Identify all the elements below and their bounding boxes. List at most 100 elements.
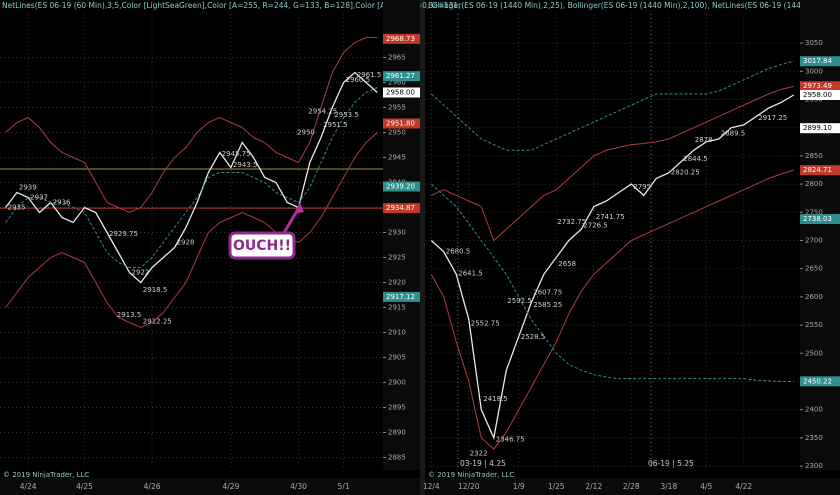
x-tick-label: 4/24 xyxy=(20,482,37,491)
time-axis xyxy=(0,478,420,495)
price-tag xyxy=(800,56,840,67)
price-tag xyxy=(800,214,840,225)
y-tick-label: 2550 xyxy=(805,321,823,329)
level-label: 2585.25 xyxy=(533,301,562,309)
y-tick-label: 2910 xyxy=(388,329,406,337)
price-tag-label: 2951.80 xyxy=(386,120,415,128)
band-line xyxy=(430,169,794,450)
y-tick-label: 2600 xyxy=(805,293,823,301)
price-tag xyxy=(800,89,840,100)
price-tag-label: 2973.49 xyxy=(803,82,832,90)
level-label: 2960.5 xyxy=(346,76,371,84)
price-tag xyxy=(383,203,420,214)
level-label: 2945.75 xyxy=(222,150,251,158)
x-tick-label: 12/20 xyxy=(458,482,480,491)
level-label: 2912.25 xyxy=(143,317,172,325)
level-label: 2741.75 xyxy=(596,213,625,221)
y-tick-label: 2950 xyxy=(388,129,406,137)
y-tick-label: 2925 xyxy=(388,254,406,262)
price-tag-label: 2934.87 xyxy=(386,204,415,212)
price-tag-label: 2899.10 xyxy=(803,124,832,132)
price-tag-label: 2958.00 xyxy=(803,91,832,99)
y-tick-label: 2900 xyxy=(388,379,406,387)
panel-header: NetLines(ES 06-19 (60 Min),3,5,Color [Li… xyxy=(2,1,461,10)
x-tick-label: 4/30 xyxy=(290,482,307,491)
y-tick-label: 2700 xyxy=(805,236,823,244)
x-tick-label: 4/5 xyxy=(700,482,712,491)
level-label: 2954.25 xyxy=(308,107,337,115)
level-label: 2346.75 xyxy=(496,436,525,444)
x-tick-label: 2/28 xyxy=(623,482,640,491)
level-label: 2322 xyxy=(470,450,488,458)
level-label: 2939 xyxy=(19,184,37,192)
price-tag-label: 2917.12 xyxy=(386,293,415,301)
x-tick-label: 2/12 xyxy=(585,482,602,491)
level-label: 2528.5 xyxy=(521,333,546,341)
level-label: 2795 xyxy=(633,183,651,191)
level-label: 2935 xyxy=(8,204,26,212)
panel-separator xyxy=(420,0,425,495)
level-label: 2732.75 xyxy=(557,218,586,226)
y-tick-label: 2960 xyxy=(388,79,406,87)
level-label: 2929.75 xyxy=(109,230,138,238)
level-label: 2918.5 xyxy=(143,286,168,294)
copyright: © 2019 NinjaTrader, LLC xyxy=(428,471,514,479)
x-tick-label: 4/22 xyxy=(735,482,752,491)
level-label: 2922 xyxy=(132,269,150,277)
price-tag xyxy=(383,87,420,98)
level-label: 2844.5 xyxy=(683,155,708,163)
level-label: 2951.5 xyxy=(323,121,348,129)
x-tick-label: 4/29 xyxy=(223,482,240,491)
y-tick-label: 2890 xyxy=(388,429,406,437)
level-label: 2953.5 xyxy=(334,111,359,119)
band-line xyxy=(5,87,378,268)
band-line xyxy=(5,37,378,214)
price-tag xyxy=(383,33,420,44)
y-tick-label: 2850 xyxy=(805,152,823,160)
y-tick-label: 2920 xyxy=(388,279,406,287)
level-label: 2936 xyxy=(53,199,71,207)
y-tick-label: 2350 xyxy=(805,434,823,442)
price-tag xyxy=(800,123,840,134)
y-tick-label: 2400 xyxy=(805,406,823,414)
x-tick-label: 12/4 xyxy=(423,482,440,491)
band-line xyxy=(5,132,378,329)
price-tag xyxy=(383,181,420,192)
y-tick-label: 2905 xyxy=(388,354,406,362)
x-tick-label: 4/25 xyxy=(76,482,93,491)
price-tag-label: 2968.73 xyxy=(386,35,415,43)
panel-header: Bollinger(ES 06-19 (1440 Min),2,25), Bol… xyxy=(428,1,840,10)
level-label: 2607.75 xyxy=(533,289,562,297)
y-tick-label: 2500 xyxy=(805,349,823,357)
price-tag-label: 2958.00 xyxy=(386,89,415,97)
level-label: 2928 xyxy=(177,239,195,247)
price-tag-label: 2961.27 xyxy=(386,72,415,80)
y-tick-label: 2915 xyxy=(388,304,406,312)
price-tag xyxy=(383,291,420,302)
price-tag-label: 3017.84 xyxy=(803,57,832,65)
y-tick-label: 2930 xyxy=(388,229,406,237)
x-tick-label: 5/1 xyxy=(338,482,350,491)
y-tick-label: 2300 xyxy=(805,462,823,470)
time-axis xyxy=(425,478,840,495)
y-tick-label: 2750 xyxy=(805,208,823,216)
price-tag-label: 2824.71 xyxy=(803,166,832,174)
price-line xyxy=(5,71,378,284)
x-tick-label: 1/9 xyxy=(513,482,525,491)
contract-label: 06-19 | 5.25 xyxy=(648,459,694,468)
y-tick-label: 2945 xyxy=(388,154,406,162)
x-tick-label: 3/18 xyxy=(660,482,677,491)
level-label: 2820.25 xyxy=(671,169,700,177)
x-tick-label: 1/25 xyxy=(548,482,565,491)
price-tag-label: 2450.22 xyxy=(803,377,832,385)
price-tag xyxy=(383,118,420,129)
y-tick-label: 2650 xyxy=(805,265,823,273)
y-tick-label: 2955 xyxy=(388,104,406,112)
level-label: 2726.5 xyxy=(583,222,608,230)
level-label: 2680.5 xyxy=(446,247,471,255)
level-label: 2961.5 xyxy=(357,71,382,79)
y-tick-label: 2965 xyxy=(388,54,406,62)
y-tick-label: 2800 xyxy=(805,180,823,188)
x-tick-label: 4/26 xyxy=(144,482,161,491)
